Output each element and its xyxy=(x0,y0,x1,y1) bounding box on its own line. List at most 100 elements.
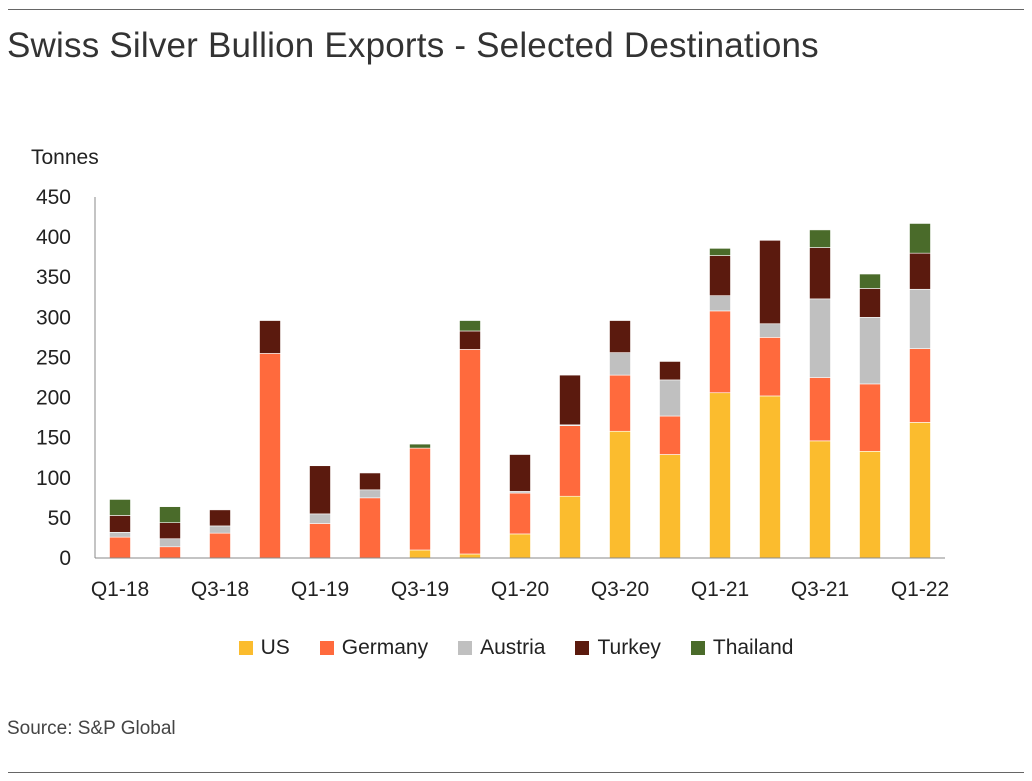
bar-germany-q3-20 xyxy=(609,374,631,432)
bar-germany-q2-20 xyxy=(559,425,581,497)
bar-turkey-q3-21 xyxy=(809,247,831,300)
bar-germany-q3-21 xyxy=(809,377,831,442)
bar-germany-q1-18 xyxy=(109,536,131,559)
y-tick-label: 400 xyxy=(36,226,71,249)
bar-thailand-q1-18 xyxy=(109,499,131,516)
bar-germany-q2-18 xyxy=(159,546,181,559)
bar-us-q2-20 xyxy=(559,495,581,559)
bar-austria-q1-21 xyxy=(709,295,731,312)
bar-turkey-q3-20 xyxy=(609,320,631,353)
bottom-rule xyxy=(8,772,1024,773)
bar-thailand-q3-21 xyxy=(809,229,831,248)
bar-germany-q4-21 xyxy=(859,383,881,452)
bar-turkey-q4-19 xyxy=(459,330,481,350)
x-tick-label: Q3-19 xyxy=(391,578,449,601)
bar-germany-q4-20 xyxy=(659,415,681,455)
bar-germany-q1-21 xyxy=(709,310,731,394)
bar-germany-q1-19 xyxy=(309,523,331,559)
legend-label: Thailand xyxy=(712,636,794,659)
bar-us-q4-19 xyxy=(459,553,481,559)
bar-austria-q2-19 xyxy=(359,489,381,499)
bar-us-q3-20 xyxy=(609,430,631,559)
y-tick-label: 200 xyxy=(36,387,71,410)
bar-germany-q2-19 xyxy=(359,497,381,559)
bar-thailand-q1-21 xyxy=(709,248,731,256)
bar-austria-q3-18 xyxy=(209,525,231,534)
legend-label: Germany xyxy=(341,636,429,659)
bar-turkey-q4-18 xyxy=(259,320,281,354)
bar-thailand-q1-22 xyxy=(909,223,931,254)
x-tick-label: Q1-22 xyxy=(891,578,949,601)
legend-swatch xyxy=(458,641,473,655)
bar-us-q3-19 xyxy=(409,549,431,559)
bar-germany-q4-19 xyxy=(459,349,481,555)
legend-item-us: US xyxy=(238,636,290,660)
bar-turkey-q2-21 xyxy=(759,240,781,325)
x-tick-label: Q1-19 xyxy=(291,578,349,601)
source-note: Source: S&P Global xyxy=(7,718,176,739)
y-tick-label: 150 xyxy=(36,427,71,450)
bar-turkey-q3-18 xyxy=(209,509,231,527)
bar-us-q3-21 xyxy=(809,440,831,559)
legend-label: US xyxy=(260,636,290,659)
bar-turkey-q1-20 xyxy=(509,454,531,492)
legend-swatch xyxy=(575,641,590,655)
legend-swatch xyxy=(690,641,705,655)
bar-thailand-q4-19 xyxy=(459,320,481,332)
legend-item-thailand: Thailand xyxy=(690,636,794,660)
y-tick-label: 0 xyxy=(59,547,71,570)
bar-austria-q1-19 xyxy=(309,513,331,524)
bar-turkey-q1-18 xyxy=(109,515,131,533)
bar-germany-q3-19 xyxy=(409,447,431,551)
legend: US Germany Austria Turkey Thailand xyxy=(0,636,1032,660)
x-tick-label: Q3-18 xyxy=(191,578,249,601)
bar-turkey-q1-21 xyxy=(709,255,731,296)
bar-turkey-q2-19 xyxy=(359,472,381,491)
legend-label: Turkey xyxy=(597,636,661,659)
legend-swatch xyxy=(238,641,253,655)
x-tick-label: Q1-21 xyxy=(691,578,749,601)
y-tick-label: 350 xyxy=(36,266,71,289)
bar-austria-q3-21 xyxy=(809,298,831,378)
y-tick-label: 250 xyxy=(36,346,71,369)
bar-turkey-q2-20 xyxy=(559,374,581,426)
y-tick-label: 100 xyxy=(36,467,71,490)
bar-austria-q2-18 xyxy=(159,538,181,548)
bar-us-q2-21 xyxy=(759,395,781,559)
bar-turkey-q2-18 xyxy=(159,522,181,540)
bar-thailand-q4-21 xyxy=(859,273,881,289)
legend-item-austria: Austria xyxy=(458,636,545,660)
bar-austria-q4-20 xyxy=(659,379,681,417)
chart-title: Swiss Silver Bullion Exports - Selected … xyxy=(7,26,819,65)
bar-turkey-q1-19 xyxy=(309,465,331,515)
legend-swatch xyxy=(319,641,334,655)
x-tick-label: Q3-21 xyxy=(791,578,849,601)
bar-turkey-q1-22 xyxy=(909,252,931,290)
bar-germany-q2-21 xyxy=(759,337,781,397)
y-axis-label: Tonnes xyxy=(31,146,99,169)
bar-germany-q1-22 xyxy=(909,348,931,423)
y-tick-label: 300 xyxy=(36,306,71,329)
bar-austria-q1-18 xyxy=(109,532,131,538)
bar-germany-q4-18 xyxy=(259,353,281,559)
bar-thailand-q3-19 xyxy=(409,443,431,449)
bar-turkey-q4-20 xyxy=(659,361,681,381)
legend-item-germany: Germany xyxy=(319,636,429,660)
bar-us-q4-21 xyxy=(859,451,881,559)
chart-canvas: 0 50 100 150 200 250 300 350 400 450 Q1-18 Q3-18 Q1-… xyxy=(36,186,949,601)
legend-item-turkey: Turkey xyxy=(575,636,661,660)
x-tick-label: Q1-20 xyxy=(491,578,549,601)
bar-austria-q3-20 xyxy=(609,352,631,376)
bar-us-q1-22 xyxy=(909,422,931,559)
legend-label: Austria xyxy=(480,636,546,659)
x-tick-label: Q1-18 xyxy=(91,578,149,601)
bar-germany-q1-20 xyxy=(509,492,531,535)
bar-austria-q2-21 xyxy=(759,323,781,338)
y-tick-label: 450 xyxy=(36,186,71,209)
y-tick-label: 50 xyxy=(48,507,71,530)
bar-austria-q4-21 xyxy=(859,317,881,385)
bar-austria-q1-22 xyxy=(909,288,931,349)
top-rule xyxy=(8,9,1024,10)
bar-us-q1-20 xyxy=(509,533,531,559)
bar-us-q4-20 xyxy=(659,454,681,559)
